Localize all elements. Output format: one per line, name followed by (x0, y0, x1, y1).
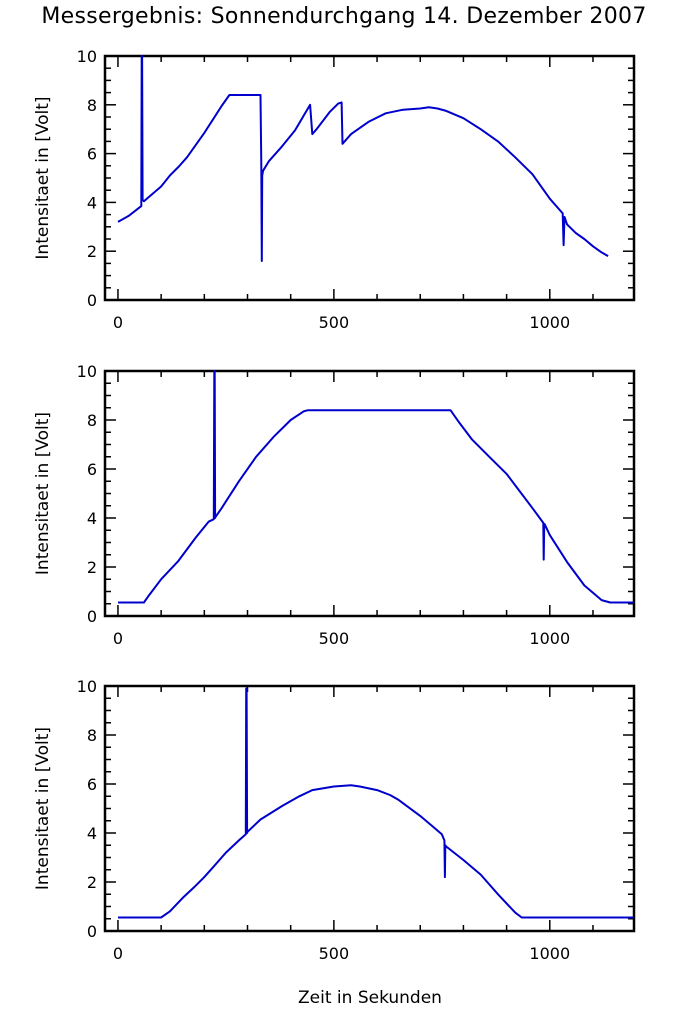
y-tick-label: 4 (87, 193, 97, 212)
y-tick-label: 4 (87, 824, 97, 843)
y-axis-title: Intensitaet in [Volt] (33, 727, 53, 890)
x-tick-label: 500 (319, 944, 350, 963)
chart-panel-3: 0 500 1000 0 2 4 6 8 10 Intensitaet in [Volt] (33, 677, 636, 963)
x-tick-label: 0 (113, 629, 123, 648)
series-line (118, 687, 634, 919)
series-line (117, 55, 609, 262)
y-tick-label: 2 (87, 873, 97, 892)
y-axis-title: Intensitaet in [Volt] (33, 96, 53, 259)
y-tick-label: 0 (87, 291, 97, 310)
series-line (118, 370, 634, 604)
chart-panel-2: 0 500 1000 0 2 4 6 8 10 Intensitaet in [Volt] (33, 362, 636, 648)
y-tick-label: 6 (87, 775, 97, 794)
x-tick-label: 0 (113, 313, 123, 332)
x-tick-label: 1000 (529, 944, 570, 963)
y-tick-label: 8 (87, 96, 97, 115)
x-tick-label: 1000 (529, 629, 570, 648)
y-tick-label: 10 (77, 47, 97, 66)
y-tick-label: 10 (77, 677, 97, 696)
plot-frame (103, 369, 636, 618)
y-axis-title: Intensitaet in [Volt] (33, 412, 53, 575)
figure-title: Messergebnis: Sonnendurchgang 14. Dezemb… (41, 4, 647, 29)
y-tick-label: 8 (87, 726, 97, 745)
y-tick-label: 10 (77, 362, 97, 381)
y-tick-label: 6 (87, 460, 97, 479)
y-tick-label: 8 (87, 411, 97, 430)
plot-frame (103, 54, 636, 302)
y-tick-label: 0 (87, 607, 97, 626)
y-tick-label: 0 (87, 922, 97, 941)
x-tick-label: 1000 (529, 313, 570, 332)
y-tick-label: 6 (87, 145, 97, 164)
x-tick-label: 0 (113, 944, 123, 963)
y-tick-label: 4 (87, 509, 97, 528)
chart-panel-1: 0 500 1000 0 2 4 6 8 10 Intensitaet in [Volt] (33, 47, 636, 332)
y-tick-label: 2 (87, 242, 97, 261)
x-tick-label: 500 (319, 313, 350, 332)
y-tick-label: 2 (87, 558, 97, 577)
plot-frame (103, 684, 636, 933)
x-tick-label: 500 (319, 629, 350, 648)
x-axis-title: Zeit in Sekunden (298, 988, 442, 1008)
